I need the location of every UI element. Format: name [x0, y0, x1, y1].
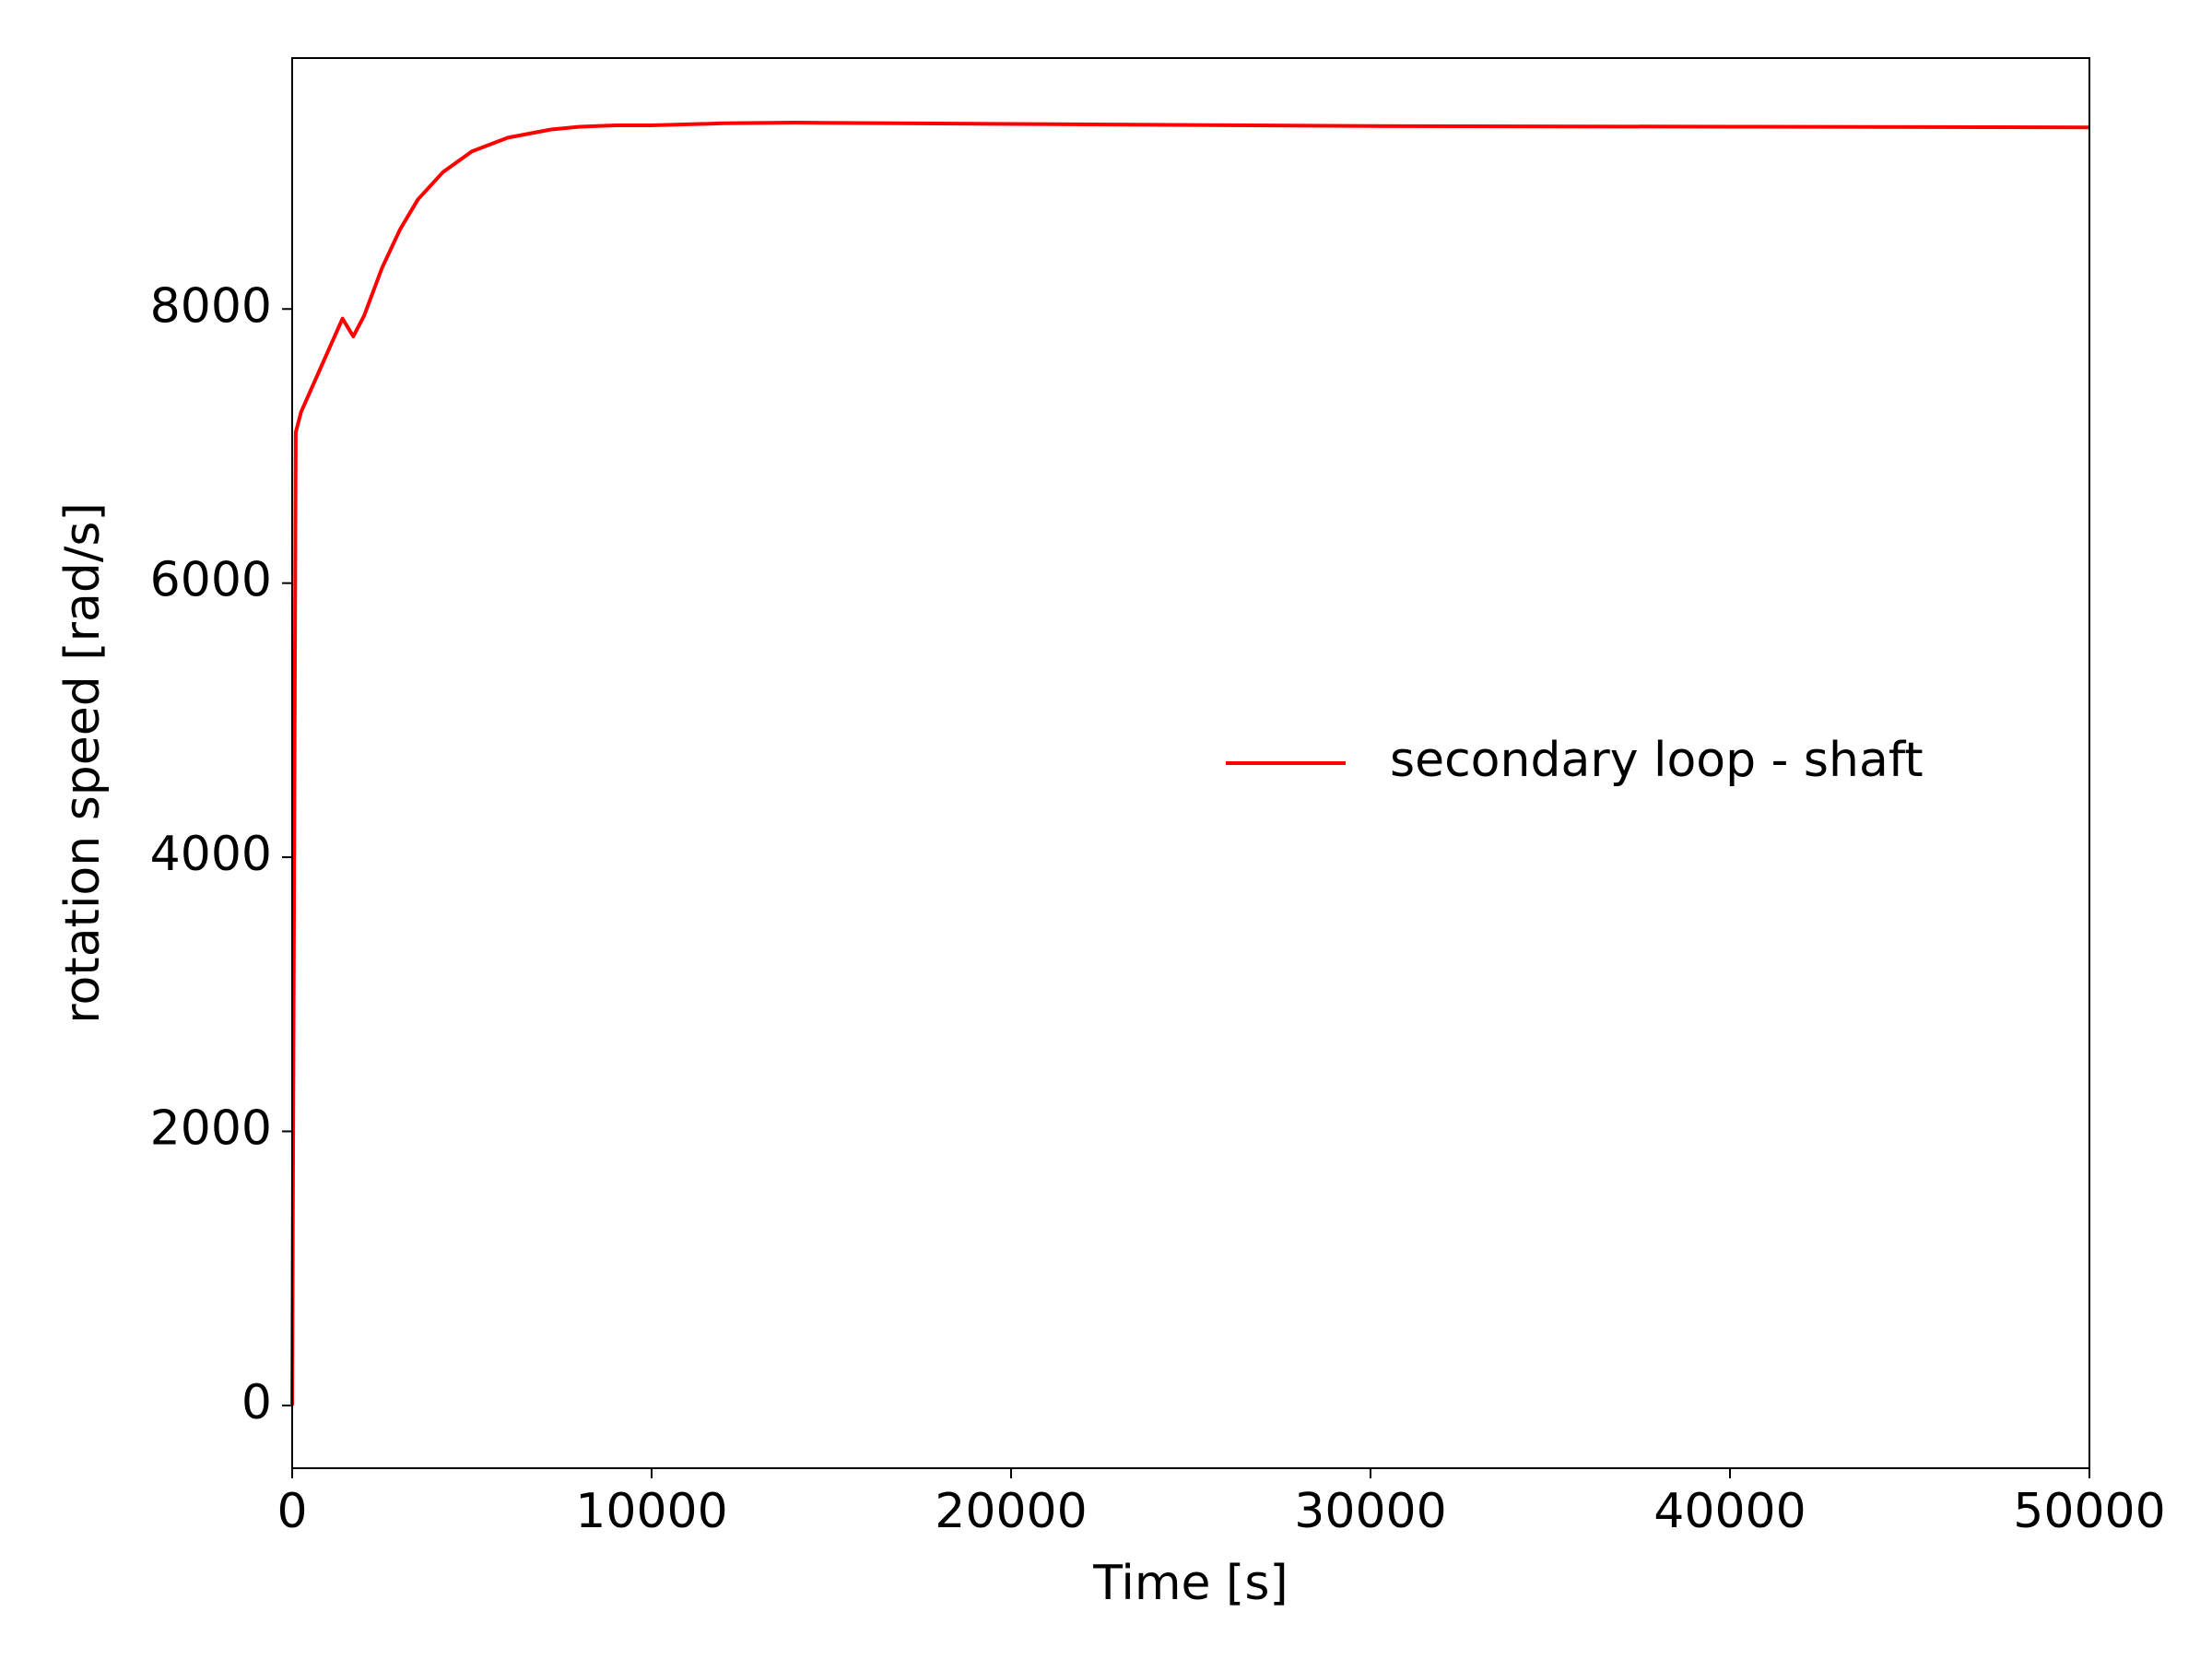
y-tick-label: 8000 — [150, 278, 272, 334]
legend-label: secondary loop - shaft — [1390, 733, 1924, 788]
y-tick-label: 2000 — [150, 1100, 272, 1156]
data-line — [290, 121, 2090, 1406]
x-tick-label: 20000 — [935, 1484, 1087, 1539]
x-tick-label: 30000 — [1294, 1484, 1446, 1539]
x-tick-label: 0 — [276, 1484, 307, 1539]
x-tick-label: 50000 — [2013, 1484, 2165, 1539]
y-tick-label: 0 — [241, 1375, 272, 1430]
x-axis-label: Time [s] — [1092, 1556, 1288, 1611]
x-tick-label: 40000 — [1653, 1484, 1806, 1539]
x-tick-label: 10000 — [575, 1484, 727, 1539]
y-axis-label: rotation speed [rad/s] — [55, 502, 111, 1024]
plot-frame — [291, 57, 2090, 1469]
y-tick-label: 4000 — [150, 827, 272, 882]
y-tick-label: 6000 — [150, 553, 272, 608]
